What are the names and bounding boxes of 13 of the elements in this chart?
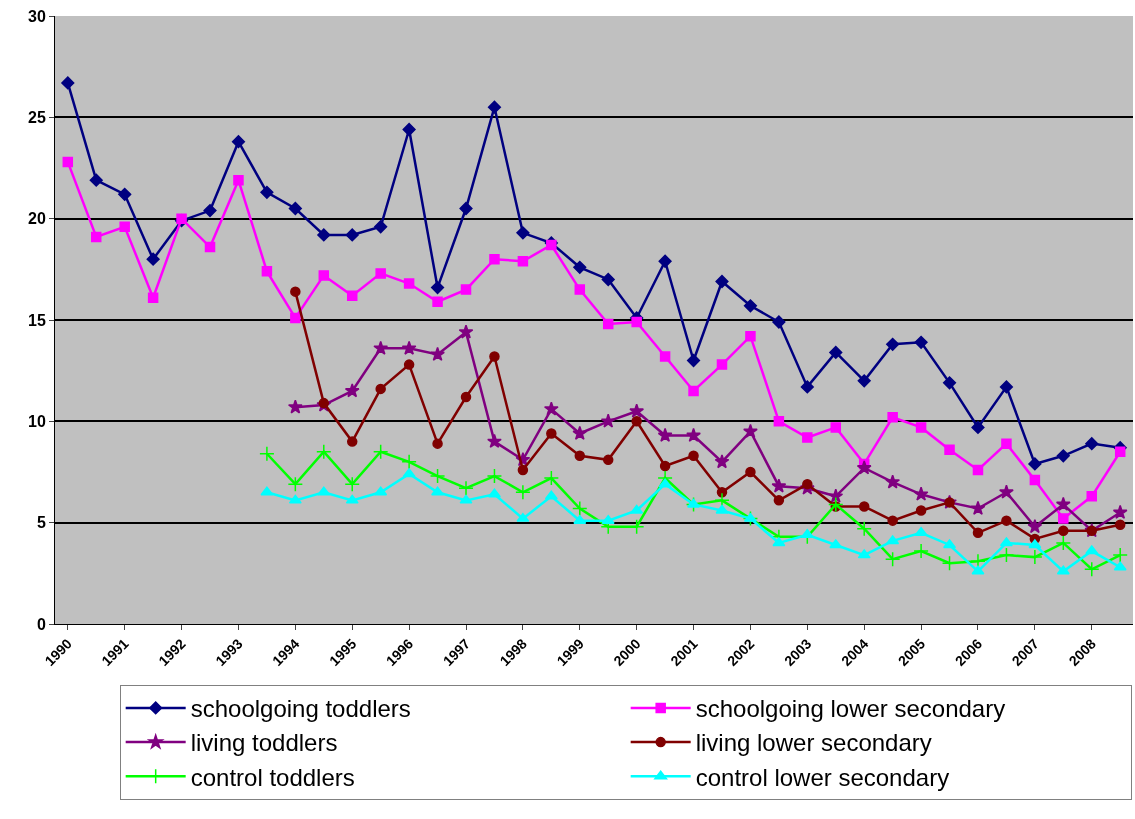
y-tick-label: 30: [28, 7, 46, 25]
y-tick-label: 15: [28, 311, 46, 329]
legend-label: schoolgoing toddlers: [190, 695, 411, 723]
y-tick-label: 5: [36, 514, 46, 532]
legend-label: living toddlers: [190, 729, 338, 757]
legend-label: control toddlers: [190, 763, 355, 791]
y-tick-label: 0: [36, 615, 46, 633]
y-tick-label: 25: [28, 108, 46, 126]
legend-label: control lower secondary: [695, 763, 950, 791]
y-tick-label: 10: [28, 412, 46, 430]
legend-label: living lower secondary: [695, 729, 932, 757]
legend-label: schoolgoing lower secondary: [695, 695, 1006, 723]
y-tick-label: 20: [28, 210, 46, 228]
